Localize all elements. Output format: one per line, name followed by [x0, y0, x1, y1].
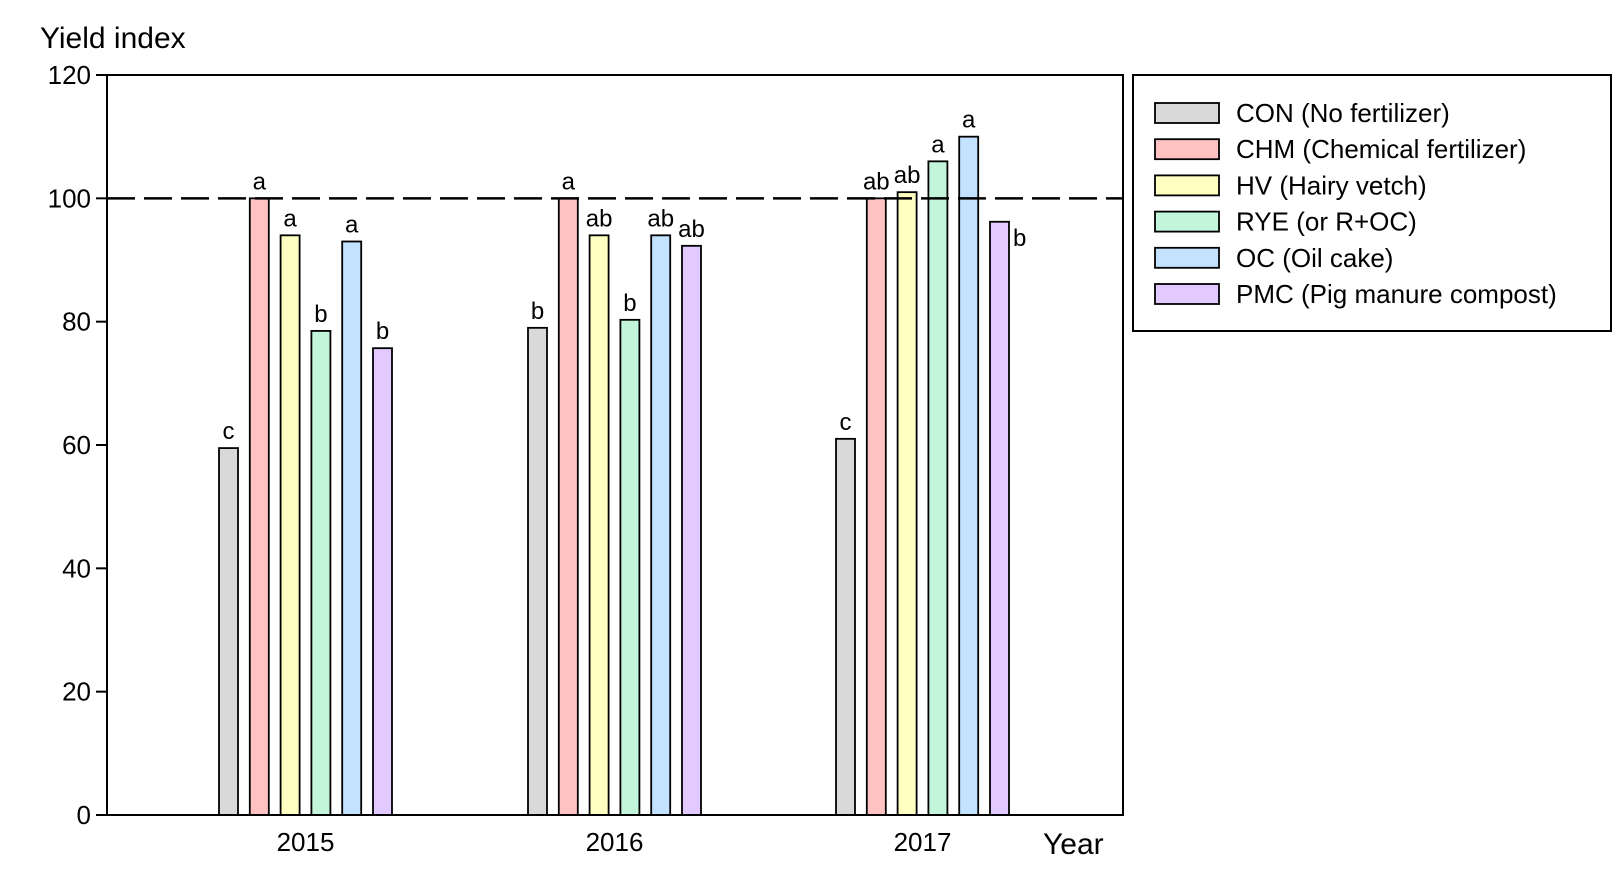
y-axis-label: Yield index: [40, 22, 186, 55]
bar: [310, 330, 332, 816]
bar: [619, 318, 641, 816]
bar: [279, 234, 301, 816]
bar: [248, 197, 270, 816]
legend-label: CON (No fertilizer): [1236, 98, 1450, 128]
legend-swatch: [1154, 246, 1220, 269]
significance-letter: ab: [586, 205, 613, 232]
legend-label: RYE (or R+OC): [1236, 207, 1417, 237]
legend-swatch: [1154, 174, 1220, 197]
significance-letter: c: [223, 418, 235, 445]
significance-letter: b: [376, 318, 389, 345]
legend: CON (No fertilizer) CHM (Chemical fertili…: [1132, 74, 1612, 332]
bar: [835, 437, 856, 816]
significance-letter: a: [253, 168, 267, 195]
legend-swatch: [1154, 102, 1220, 124]
x-tick-label: 2017: [894, 827, 952, 857]
significance-letter: ab: [647, 205, 674, 232]
bar: [681, 244, 702, 816]
significance-letter: b: [1013, 225, 1026, 252]
bar: [557, 197, 579, 816]
significance-letter: a: [283, 205, 297, 232]
y-tick-label: 0: [77, 800, 91, 830]
x-tick-label: 2015: [277, 827, 335, 857]
bar: [341, 240, 363, 816]
y-tick-label: 100: [48, 183, 91, 213]
legend-swatch: [1154, 283, 1220, 305]
x-tick-label: 2016: [586, 827, 644, 857]
significance-letter: ab: [894, 162, 921, 189]
legend-swatch: [1154, 210, 1220, 233]
bar: [958, 135, 980, 816]
significance-letter: b: [623, 290, 636, 317]
significance-letter: b: [314, 301, 327, 328]
y-axis: 0 20 40 60 80 100 120: [48, 60, 107, 830]
y-tick-label: 60: [62, 430, 91, 460]
bar: [527, 326, 548, 816]
y-tick-label: 120: [48, 60, 91, 90]
significance-letter: a: [345, 212, 359, 239]
legend-label: OC (Oil cake): [1236, 243, 1393, 273]
x-axis-label: Year: [1043, 828, 1104, 861]
significance-letter: a: [962, 107, 976, 134]
y-tick-label: 20: [62, 677, 91, 707]
bar: [865, 197, 887, 816]
bar: [650, 234, 672, 816]
significance-letter: ab: [678, 216, 705, 243]
legend-label: PMC (Pig manure compost): [1236, 279, 1557, 309]
legend-label: CHM (Chemical fertilizer): [1236, 134, 1526, 164]
significance-letter: ab: [863, 168, 890, 195]
bar: [218, 447, 239, 816]
y-tick-label: 80: [62, 307, 91, 337]
significance-letter: a: [562, 168, 576, 195]
legend-label: HV (Hairy vetch): [1236, 170, 1427, 200]
legend-swatch: [1154, 138, 1220, 161]
bar: [588, 234, 610, 816]
bar: [896, 191, 918, 816]
significance-letter: b: [531, 298, 544, 325]
significance-letter: c: [840, 409, 852, 436]
bar: [372, 347, 393, 816]
x-axis: 2015 2016 2017: [277, 827, 952, 857]
bar: [989, 220, 1010, 816]
y-tick-label: 40: [62, 553, 91, 583]
significance-letter: a: [931, 131, 945, 158]
bar: [927, 160, 949, 816]
